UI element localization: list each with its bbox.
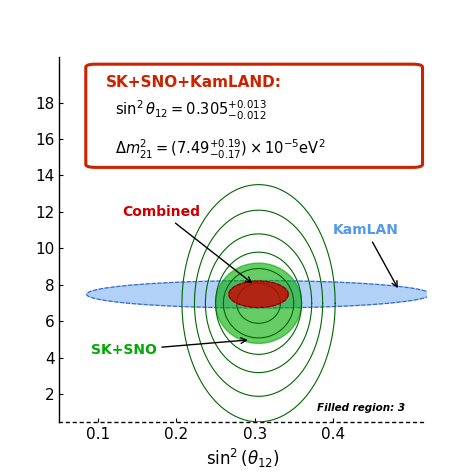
Ellipse shape: [229, 281, 288, 308]
Text: $\sin^2 \theta_{12} = 0.305^{+0.013}_{-0.012}$: $\sin^2 \theta_{12} = 0.305^{+0.013}_{-0…: [115, 99, 267, 122]
Text: SK+SNO: SK+SNO: [91, 338, 246, 357]
Text: Combined: Combined: [122, 205, 251, 283]
Text: Filled region: 3: Filled region: 3: [317, 403, 405, 413]
Ellipse shape: [87, 281, 430, 308]
Text: $\Delta m^2_{21} = (7.49^{+0.19}_{-0.17}) \times 10^{-5}\mathrm{eV}^2$: $\Delta m^2_{21} = (7.49^{+0.19}_{-0.17}…: [115, 137, 326, 161]
FancyBboxPatch shape: [86, 64, 422, 167]
X-axis label: $\sin^2(\theta_{12})$: $\sin^2(\theta_{12})$: [206, 447, 280, 470]
Ellipse shape: [216, 263, 301, 343]
Text: SK+SNO+KamLAND:: SK+SNO+KamLAND:: [105, 75, 282, 90]
Text: KamLAN: KamLAN: [333, 223, 399, 287]
